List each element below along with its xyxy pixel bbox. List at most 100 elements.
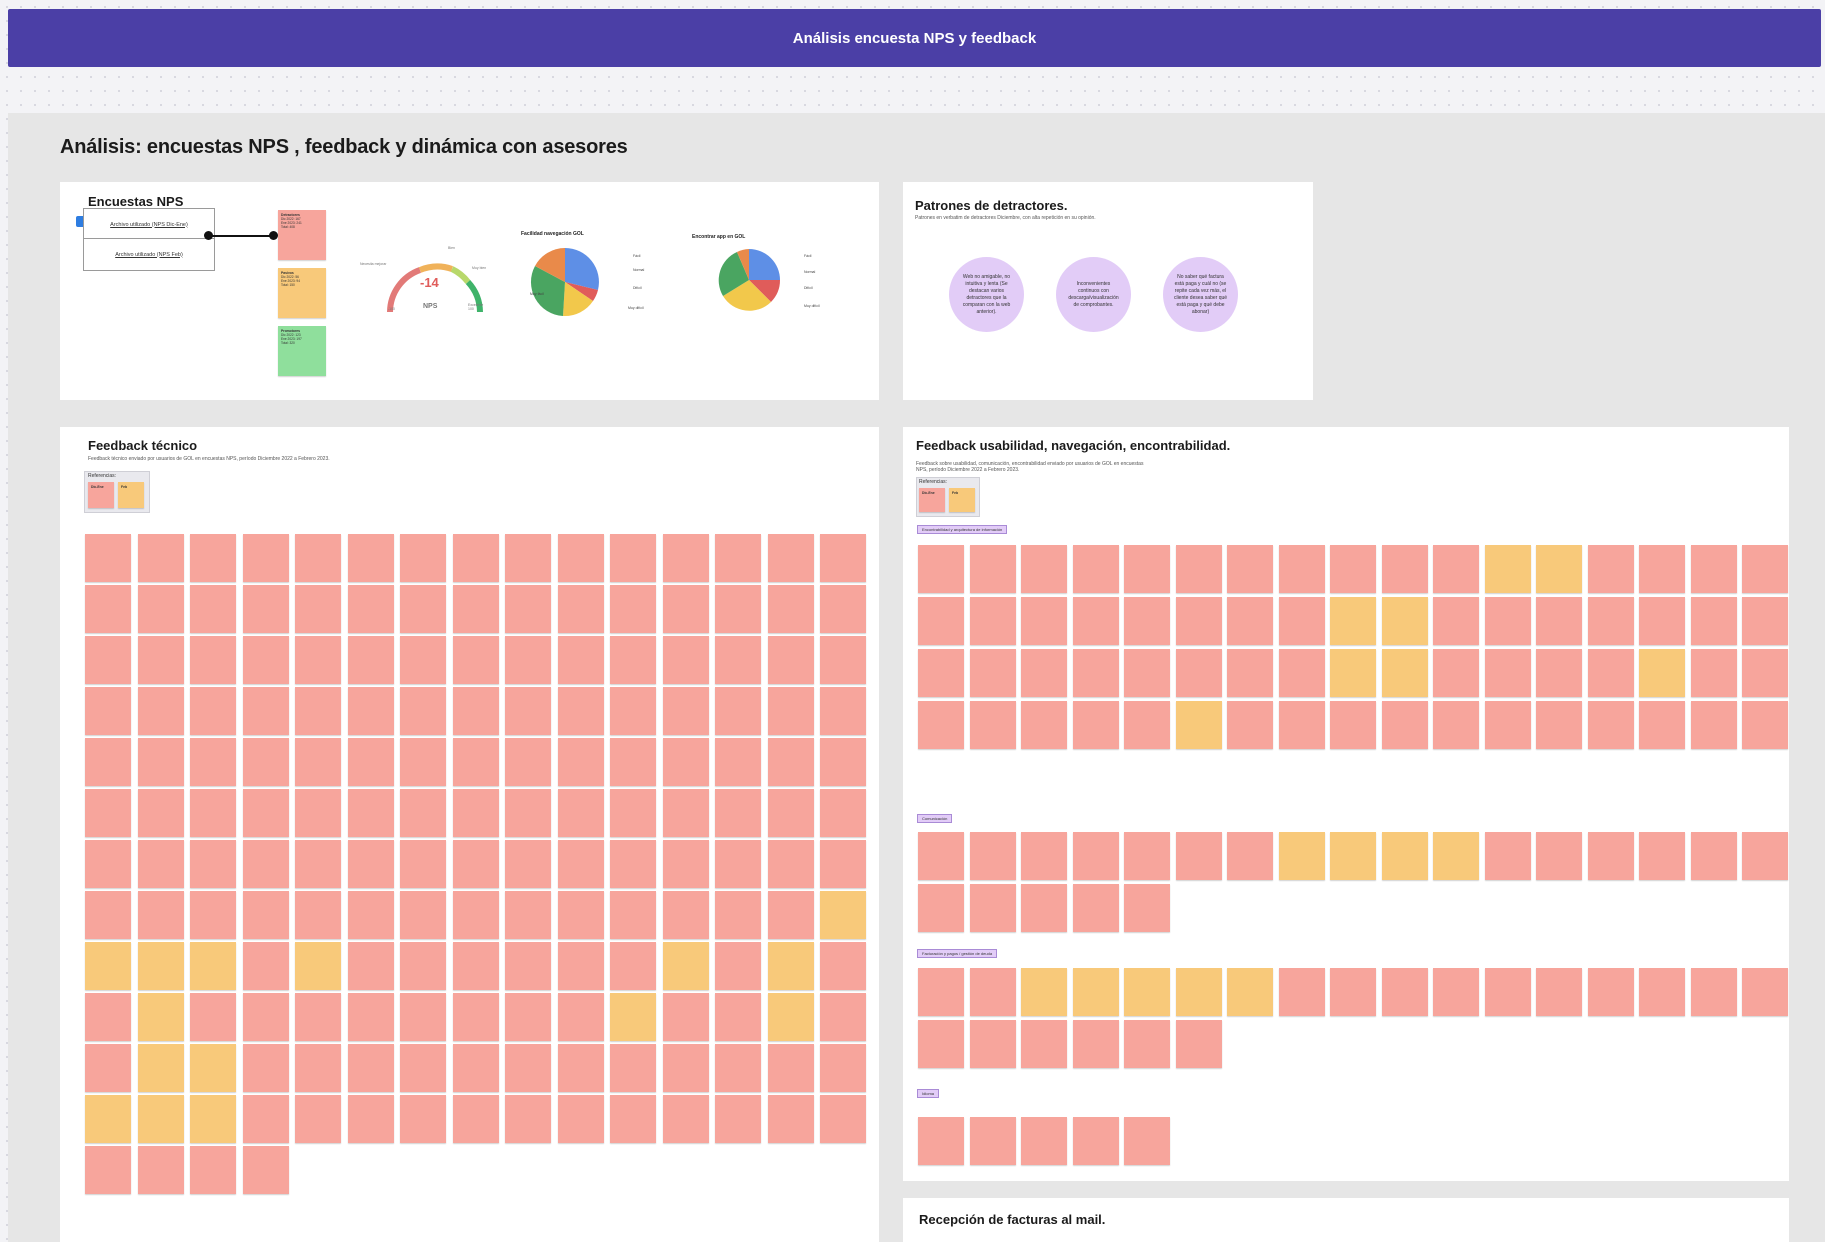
feedback-sticky[interactable] (1381, 545, 1428, 593)
feedback-sticky[interactable] (1227, 968, 1273, 1016)
feedback-sticky[interactable] (190, 1146, 236, 1194)
feedback-sticky[interactable] (918, 1117, 964, 1165)
feedback-sticky[interactable] (347, 942, 394, 990)
feedback-sticky[interactable] (400, 636, 446, 684)
feedback-sticky[interactable] (1124, 968, 1170, 1016)
feedback-sticky[interactable] (347, 534, 394, 582)
feedback-sticky[interactable] (1124, 1117, 1170, 1165)
sticky-passives[interactable]: Pasivos Dic 2022: 56 Ene 2023: 94 Total:… (278, 268, 326, 318)
feedback-sticky[interactable] (820, 585, 866, 633)
feedback-sticky[interactable] (820, 840, 866, 888)
feedback-sticky[interactable] (85, 1095, 131, 1143)
feedback-sticky[interactable] (190, 738, 236, 786)
feedback-sticky[interactable] (85, 585, 131, 633)
feedback-sticky[interactable] (242, 1044, 289, 1092)
feedback-sticky[interactable] (1690, 968, 1737, 1016)
feedback-sticky[interactable] (1021, 968, 1067, 1016)
feedback-sticky[interactable] (505, 789, 551, 837)
feedback-sticky[interactable] (820, 636, 866, 684)
feedback-sticky[interactable] (767, 840, 814, 888)
feedback-sticky[interactable] (400, 738, 446, 786)
feedback-sticky[interactable] (347, 1044, 394, 1092)
feedback-sticky[interactable] (295, 1044, 341, 1092)
feedback-sticky[interactable] (1536, 597, 1582, 645)
section-tag[interactable]: Facturación y pagos / gestión de deuda (917, 949, 998, 958)
invoices-panel[interactable]: Recepción de facturas al mail. (903, 1198, 1789, 1242)
feedback-sticky[interactable] (137, 993, 184, 1041)
feedback-sticky[interactable] (662, 993, 709, 1041)
feedback-sticky[interactable] (242, 993, 289, 1041)
feedback-sticky[interactable] (662, 1044, 709, 1092)
feedback-sticky[interactable] (1484, 832, 1531, 880)
feedback-sticky[interactable] (295, 738, 341, 786)
feedback-sticky[interactable] (85, 1146, 131, 1194)
feedback-sticky[interactable] (610, 534, 656, 582)
feedback-sticky[interactable] (1639, 832, 1685, 880)
feedback-sticky[interactable] (1021, 1020, 1067, 1068)
feedback-sticky[interactable] (1330, 597, 1376, 645)
feedback-sticky[interactable] (85, 840, 131, 888)
feedback-sticky[interactable] (610, 942, 656, 990)
connector-dot[interactable] (204, 231, 213, 240)
feedback-sticky[interactable] (1330, 968, 1376, 1016)
feedback-sticky[interactable] (190, 1044, 236, 1092)
feedback-sticky[interactable] (137, 1146, 184, 1194)
feedback-sticky[interactable] (242, 840, 289, 888)
feedback-sticky[interactable] (820, 534, 866, 582)
feedback-sticky[interactable] (557, 1044, 604, 1092)
feedback-sticky[interactable] (610, 1044, 656, 1092)
feedback-sticky[interactable] (557, 687, 604, 735)
feedback-sticky[interactable] (347, 993, 394, 1041)
feedback-sticky[interactable] (190, 1095, 236, 1143)
feedback-sticky[interactable] (767, 1044, 814, 1092)
feedback-sticky[interactable] (1124, 884, 1170, 932)
feedback-sticky[interactable] (400, 840, 446, 888)
feedback-sticky[interactable] (1742, 649, 1788, 697)
section-tag[interactable]: Comunicación (917, 814, 953, 823)
feedback-sticky[interactable] (557, 636, 604, 684)
feedback-sticky[interactable] (557, 738, 604, 786)
feedback-sticky[interactable] (767, 789, 814, 837)
feedback-sticky[interactable] (1433, 832, 1479, 880)
feedback-sticky[interactable] (1433, 701, 1479, 749)
feedback-sticky[interactable] (190, 687, 236, 735)
feedback-sticky[interactable] (505, 840, 551, 888)
feedback-sticky[interactable] (715, 840, 761, 888)
feedback-sticky[interactable] (295, 993, 341, 1041)
feedback-sticky[interactable] (820, 738, 866, 786)
feedback-sticky[interactable] (347, 789, 394, 837)
feedback-sticky[interactable] (715, 687, 761, 735)
feedback-sticky[interactable] (295, 687, 341, 735)
feedback-sticky[interactable] (557, 585, 604, 633)
feedback-sticky[interactable] (295, 636, 341, 684)
feedback-sticky[interactable] (295, 789, 341, 837)
feedback-sticky[interactable] (242, 636, 289, 684)
feedback-sticky[interactable] (1536, 701, 1582, 749)
tech-feedback-panel[interactable]: Feedback técnico Feedback técnico enviad… (60, 427, 879, 1242)
feedback-sticky[interactable] (969, 545, 1016, 593)
pattern-circle[interactable]: No saber qué factura está paga y cuál no… (1163, 257, 1238, 332)
feedback-sticky[interactable] (347, 687, 394, 735)
feedback-sticky[interactable] (715, 636, 761, 684)
feedback-sticky[interactable] (190, 840, 236, 888)
feedback-sticky[interactable] (452, 636, 499, 684)
feedback-sticky[interactable] (969, 832, 1016, 880)
feedback-sticky[interactable] (820, 993, 866, 1041)
feedback-sticky[interactable] (1124, 701, 1170, 749)
feedback-sticky[interactable] (969, 968, 1016, 1016)
feedback-sticky[interactable] (400, 585, 446, 633)
feedback-sticky[interactable] (190, 534, 236, 582)
feedback-sticky[interactable] (1330, 649, 1376, 697)
feedback-sticky[interactable] (452, 993, 499, 1041)
feedback-sticky[interactable] (242, 1095, 289, 1143)
feedback-sticky[interactable] (662, 789, 709, 837)
usability-feedback-panel[interactable]: Feedback usabilidad, navegación, encontr… (903, 427, 1789, 1181)
feedback-sticky[interactable] (662, 942, 709, 990)
feedback-sticky[interactable] (242, 891, 289, 939)
feedback-sticky[interactable] (610, 687, 656, 735)
feedback-sticky[interactable] (820, 1095, 866, 1143)
feedback-sticky[interactable] (1484, 597, 1531, 645)
feedback-sticky[interactable] (242, 942, 289, 990)
feedback-sticky[interactable] (1072, 884, 1119, 932)
feedback-sticky[interactable] (1742, 597, 1788, 645)
